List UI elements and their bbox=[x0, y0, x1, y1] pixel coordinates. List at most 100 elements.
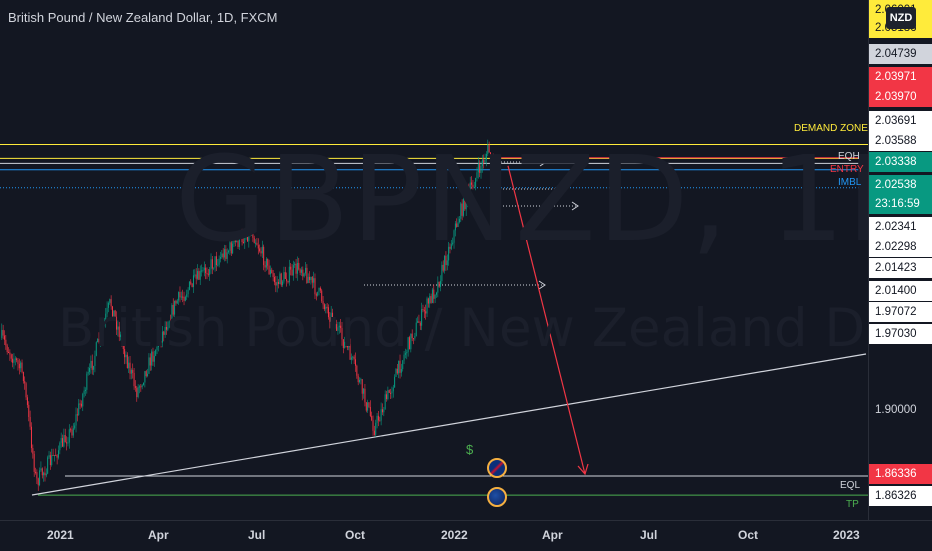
candle-body bbox=[400, 369, 402, 373]
candle-body bbox=[113, 310, 115, 317]
candle-body bbox=[272, 273, 274, 277]
candle-body bbox=[47, 457, 49, 474]
candle-body bbox=[380, 409, 382, 421]
time-scale[interactable]: 2021 Apr Jul Oct 2022 Apr Jul Oct 2023 bbox=[0, 520, 932, 551]
candle-body bbox=[233, 239, 235, 244]
candle-body bbox=[176, 300, 178, 304]
candle-body bbox=[209, 269, 211, 275]
candle-body bbox=[261, 246, 263, 254]
candle-body bbox=[337, 327, 339, 331]
candle-body bbox=[207, 273, 209, 275]
candle-body bbox=[354, 359, 356, 366]
candle-body bbox=[410, 333, 412, 350]
price-label: 2.03970 bbox=[869, 87, 932, 107]
candle-body bbox=[326, 306, 328, 308]
candle-body bbox=[224, 249, 226, 258]
candle-body bbox=[368, 402, 370, 407]
imbalance-arrow-head bbox=[571, 201, 579, 211]
candle-body bbox=[234, 239, 236, 242]
time-label: Jul bbox=[640, 528, 658, 542]
candle-body bbox=[32, 448, 34, 454]
candle-body bbox=[327, 307, 329, 318]
candle-body bbox=[345, 341, 347, 346]
candle-body bbox=[302, 269, 304, 277]
candle-body bbox=[64, 435, 66, 443]
candle-body bbox=[419, 322, 421, 326]
candle-body bbox=[317, 291, 319, 296]
candle-body bbox=[190, 281, 192, 284]
candle-body bbox=[84, 389, 86, 391]
candle-body bbox=[226, 252, 228, 259]
candle-body bbox=[329, 317, 331, 322]
candle-body bbox=[39, 470, 41, 486]
candle-body bbox=[253, 237, 255, 244]
candle-body bbox=[145, 371, 147, 377]
price-scale[interactable]: 2.060012.051862.047392.039712.039702.036… bbox=[868, 0, 932, 520]
candle-body bbox=[144, 371, 146, 383]
candle-body bbox=[468, 190, 470, 192]
candle-body bbox=[29, 417, 31, 427]
candle-body bbox=[341, 328, 343, 340]
imbalance-arrow-head bbox=[558, 184, 566, 194]
candle-body bbox=[298, 262, 300, 270]
candle-body bbox=[99, 330, 101, 343]
currency-badge[interactable]: NZD bbox=[886, 7, 916, 29]
candle-body bbox=[359, 379, 361, 383]
chart-title: British Pound / New Zealand Dollar, 1D, … bbox=[8, 10, 278, 25]
candle-body bbox=[102, 325, 104, 328]
candle-body bbox=[24, 381, 26, 384]
dollar-marker: $ bbox=[466, 442, 474, 457]
candle-body bbox=[90, 360, 92, 368]
price-label: 2.02341 bbox=[869, 217, 932, 237]
candle-body bbox=[365, 402, 367, 411]
candle-body bbox=[122, 341, 124, 350]
candle-body bbox=[37, 478, 39, 486]
candle-body bbox=[323, 304, 325, 310]
candle-body bbox=[97, 338, 99, 343]
candle-body bbox=[244, 237, 246, 243]
candle-body bbox=[35, 471, 37, 473]
price-label: 1.86326 bbox=[869, 486, 932, 506]
candle-body bbox=[286, 278, 288, 282]
price-label: 1.90000 bbox=[875, 404, 917, 416]
candle-body bbox=[279, 273, 281, 285]
nzd-flag-icon[interactable] bbox=[487, 487, 507, 507]
price-label: 1.97030 bbox=[869, 324, 932, 344]
candle-body bbox=[60, 438, 62, 443]
candle-body bbox=[392, 387, 394, 392]
candle-body bbox=[338, 325, 340, 328]
candle-body bbox=[256, 242, 258, 246]
gbp-flag-icon[interactable] bbox=[487, 458, 507, 478]
candle-body bbox=[202, 270, 204, 272]
candle-body bbox=[95, 342, 97, 356]
candle-body bbox=[387, 390, 389, 400]
candle-body bbox=[475, 178, 477, 187]
candle-body bbox=[429, 296, 431, 304]
time-label: Apr bbox=[148, 528, 169, 542]
candle-body bbox=[125, 354, 127, 358]
candle-body bbox=[117, 326, 119, 330]
candle-body bbox=[168, 321, 170, 328]
candle-body bbox=[273, 276, 275, 283]
candle-body bbox=[461, 203, 463, 216]
chart-pane[interactable]: GBPNZD, 1D British Pound / New Zealand D… bbox=[0, 0, 868, 520]
candle-body bbox=[141, 384, 143, 388]
candle-body bbox=[413, 338, 415, 340]
candle-body bbox=[464, 197, 466, 210]
time-label: Oct bbox=[345, 528, 366, 542]
price-chart[interactable] bbox=[0, 0, 868, 520]
candle-body bbox=[458, 218, 460, 223]
candle-body bbox=[319, 287, 321, 291]
candle-body bbox=[16, 358, 18, 361]
candle-body bbox=[182, 296, 184, 298]
candle-body bbox=[257, 245, 259, 249]
candle-body bbox=[188, 281, 190, 290]
candle-body bbox=[21, 362, 23, 372]
candle-body bbox=[287, 281, 289, 283]
candle-body bbox=[306, 267, 308, 284]
candle-body bbox=[296, 262, 298, 274]
candle-body bbox=[479, 163, 481, 173]
candle-body bbox=[396, 368, 398, 374]
candle-body bbox=[350, 357, 352, 360]
candle-body bbox=[194, 274, 196, 276]
